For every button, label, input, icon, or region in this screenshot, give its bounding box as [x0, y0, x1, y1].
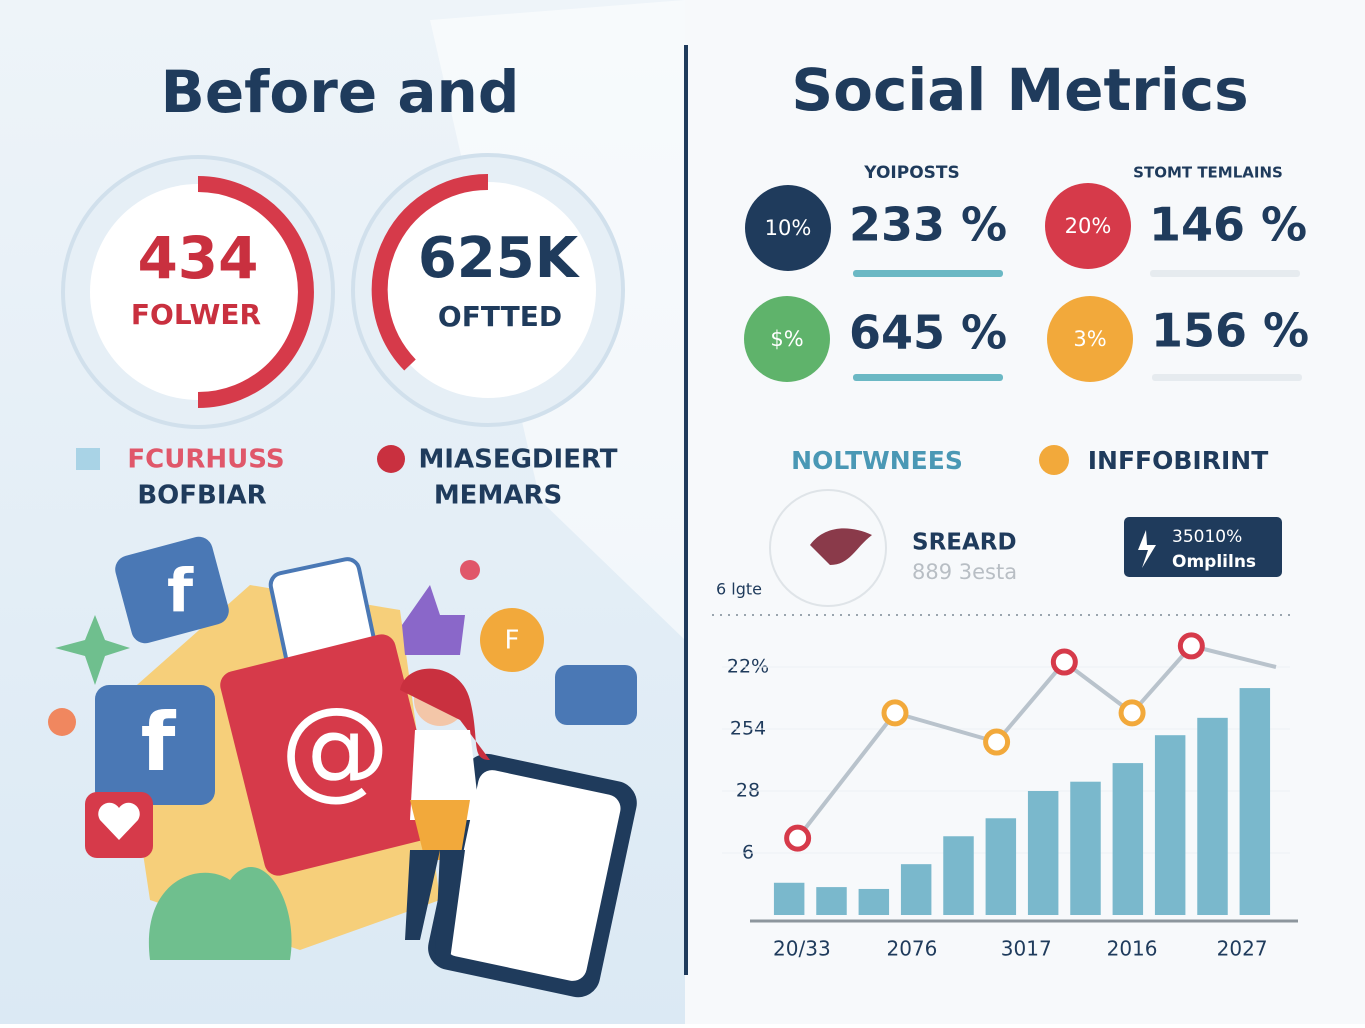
legend-text: MEMARS: [434, 481, 562, 511]
bar: [943, 836, 974, 915]
bar: [900, 864, 932, 915]
bar: [858, 888, 890, 915]
line-marker: [983, 728, 1011, 756]
ring: 434 FOLWER: [61, 155, 335, 429]
callout-text: 35010%: [1172, 527, 1242, 547]
ring: 625K OFTTED: [351, 153, 625, 427]
svg-text:f: f: [167, 557, 194, 627]
bar: [985, 818, 1017, 915]
legend-text: MIASEGDIERT: [418, 445, 617, 475]
bar: [1154, 735, 1186, 915]
x-tick-label: 20/33: [773, 937, 831, 961]
bar: [1197, 717, 1228, 915]
share-title: SREARD: [912, 530, 1017, 556]
share-subtitle: 889 3esta: [912, 560, 1017, 584]
metric: 10% 233 %: [745, 185, 1007, 277]
svg-text:F: F: [505, 626, 520, 656]
bar: [1027, 791, 1059, 915]
ring-label: FOLWER: [131, 298, 261, 331]
line-marker: [784, 824, 812, 852]
callout: [1124, 517, 1282, 577]
metric: $% 645 %: [744, 296, 1007, 382]
legend-text: BOFBIAR: [137, 481, 266, 511]
illustration: f f @ F: [48, 536, 637, 998]
x-tick-label: 2076: [886, 937, 937, 961]
metric-badge: $%: [770, 327, 803, 351]
metric-value: 156 %: [1151, 304, 1309, 358]
metric-badge: 10%: [765, 216, 812, 240]
left-title: Before and: [161, 58, 520, 126]
metric: 3% 156 %: [1047, 296, 1309, 382]
bar: [1070, 781, 1101, 915]
metric-value: 645 %: [849, 306, 1007, 360]
legend-swatch: [1039, 445, 1069, 475]
y-axis-label: 6 lgte: [716, 580, 762, 599]
metric-badge: 20%: [1065, 214, 1112, 238]
bar: [816, 887, 847, 915]
bar: [1239, 688, 1271, 915]
right-title: Social Metrics: [791, 56, 1248, 124]
metric-value: 233 %: [849, 198, 1007, 252]
line-marker: [1050, 648, 1078, 676]
x-tick-label: 3017: [1001, 937, 1052, 961]
x-tick-label: 2027: [1217, 937, 1268, 961]
legend-swatch: [377, 445, 405, 473]
ring-label: OFTTED: [438, 300, 562, 333]
svg-text:@: @: [280, 683, 390, 811]
ring-value: 625K: [418, 226, 581, 291]
line-marker: [1177, 632, 1205, 660]
legend-text: NOLTWNEES: [791, 446, 963, 475]
stamp: [769, 489, 887, 607]
bar: [773, 882, 805, 915]
column-header: YOIPOSTS: [863, 163, 959, 183]
legend-swatch: [76, 448, 100, 470]
line-marker: [1118, 699, 1146, 727]
bird-icon: [810, 528, 872, 565]
svg-text:f: f: [141, 696, 177, 789]
metric-value: 146 %: [1149, 198, 1307, 252]
bolt-icon: [1138, 530, 1156, 568]
legend-text: INFFOBIRINT: [1088, 446, 1269, 475]
column-header: STOMT TEMLAINS: [1133, 164, 1283, 182]
x-tick-label: 2016: [1107, 937, 1158, 961]
line-marker: [881, 699, 909, 727]
ring-value: 434: [137, 224, 258, 292]
callout-text: Omplilns: [1172, 552, 1256, 572]
metric-badge: 3%: [1073, 327, 1106, 351]
metric: 20% 146 %: [1045, 183, 1307, 277]
legend-text: FCURHUSS: [127, 445, 284, 475]
bar: [1112, 763, 1144, 915]
